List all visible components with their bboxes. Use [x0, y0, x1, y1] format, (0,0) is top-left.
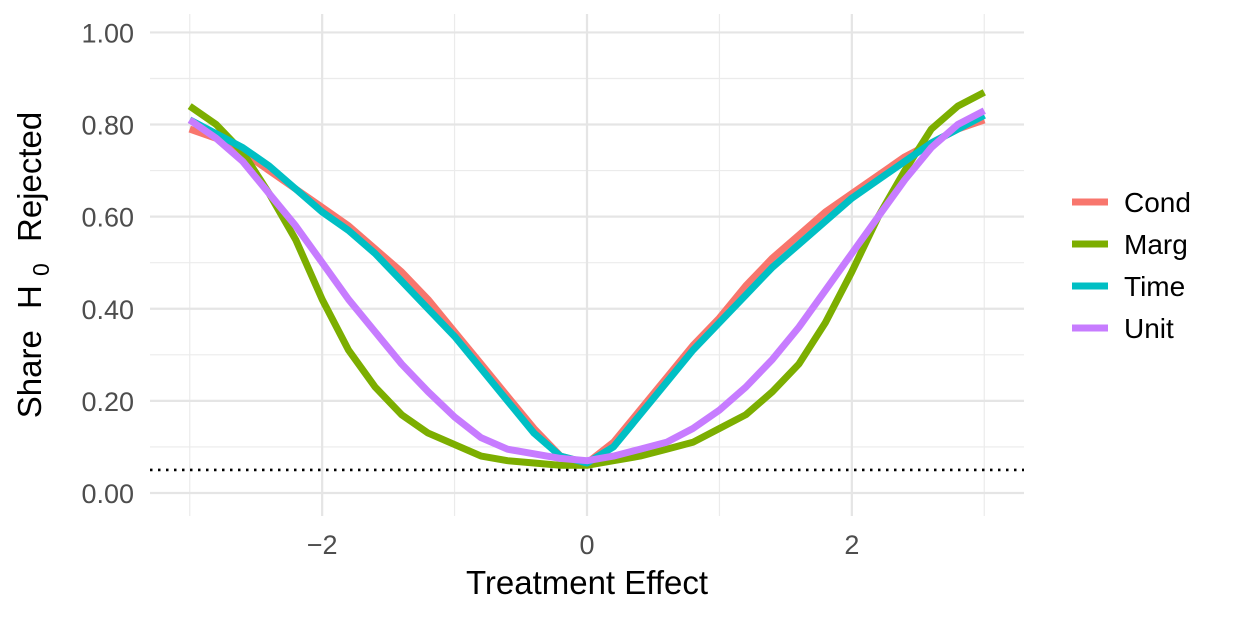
- legend-label-unit: Unit: [1124, 313, 1174, 344]
- legend-item-marg: Marg: [1072, 229, 1188, 260]
- y-tick-label-0: 0.00: [81, 479, 134, 509]
- x-axis-tick-labels: −2 0 2: [307, 530, 860, 560]
- x-tick-label-0: −2: [307, 530, 338, 560]
- y-tick-label-1: 0.20: [81, 387, 134, 417]
- y-axis-title: Share H 0 Rejected: [11, 112, 56, 418]
- y-tick-label-3: 0.60: [81, 203, 134, 233]
- y-axis-tick-labels: 0.00 0.20 0.40 0.60 0.80 1.00: [81, 18, 134, 509]
- legend: Cond Marg Time Unit: [1072, 187, 1191, 344]
- series-line-unit: [187, 107, 986, 465]
- x-tick-label-2: 2: [844, 530, 859, 560]
- y-title-symbol: H: [11, 285, 48, 309]
- legend-label-cond: Cond: [1124, 187, 1191, 218]
- y-tick-label-4: 0.80: [81, 111, 134, 141]
- x-tick-label-1: 0: [579, 530, 594, 560]
- y-tick-label-2: 0.40: [81, 295, 134, 325]
- y-title-suffix: Rejected: [11, 112, 48, 242]
- legend-item-cond: Cond: [1072, 187, 1191, 218]
- major-gridlines: [150, 14, 1024, 516]
- legend-item-unit: Unit: [1072, 313, 1174, 344]
- legend-item-time: Time: [1072, 271, 1185, 302]
- y-title-subscript: 0: [28, 263, 54, 276]
- legend-label-time: Time: [1124, 271, 1185, 302]
- y-axis-title-text: Share H 0 Rejected: [11, 112, 56, 418]
- series-lines: [187, 89, 986, 469]
- y-tick-label-5: 1.00: [81, 18, 134, 48]
- y-title-prefix: Share: [11, 330, 48, 418]
- x-axis-title: Treatment Effect: [466, 564, 708, 601]
- legend-label-marg: Marg: [1124, 229, 1188, 260]
